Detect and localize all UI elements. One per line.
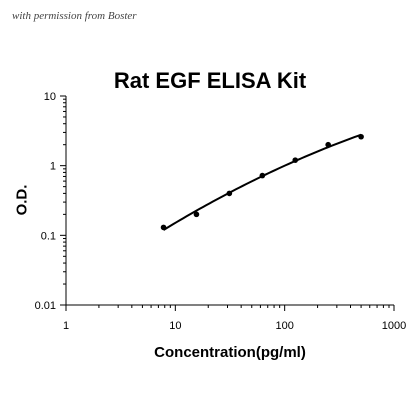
tick-group: 1 10 100 1000 10 1 0.1 0.01 xyxy=(35,91,407,332)
watermark-text: with permission from Boster xyxy=(12,10,137,22)
y-tick-label: 0.01 xyxy=(35,300,56,312)
data-point xyxy=(193,211,200,218)
chart-title: Rat EGF ELISA Kit xyxy=(113,68,307,93)
data-point xyxy=(226,190,233,197)
axes xyxy=(65,96,394,306)
x-axis-label: Concentration(pg/ml) xyxy=(154,344,306,361)
data-point xyxy=(259,172,266,179)
data-point xyxy=(358,133,364,140)
y-tick-label: 1 xyxy=(50,161,56,173)
data-point xyxy=(325,141,331,148)
data-point xyxy=(160,224,167,231)
data-point xyxy=(292,157,299,163)
y-tick-label: 10 xyxy=(44,91,56,103)
x-tick-label: 1000 xyxy=(382,320,406,332)
x-tick-label: 1 xyxy=(63,320,69,332)
x-tick-label: 10 xyxy=(169,320,181,332)
fit-curve-group xyxy=(163,133,362,231)
y-tick-label: 0.1 xyxy=(41,230,56,242)
data-points xyxy=(160,133,364,231)
fit-curve xyxy=(163,133,362,231)
x-tick-label: 100 xyxy=(275,320,293,332)
